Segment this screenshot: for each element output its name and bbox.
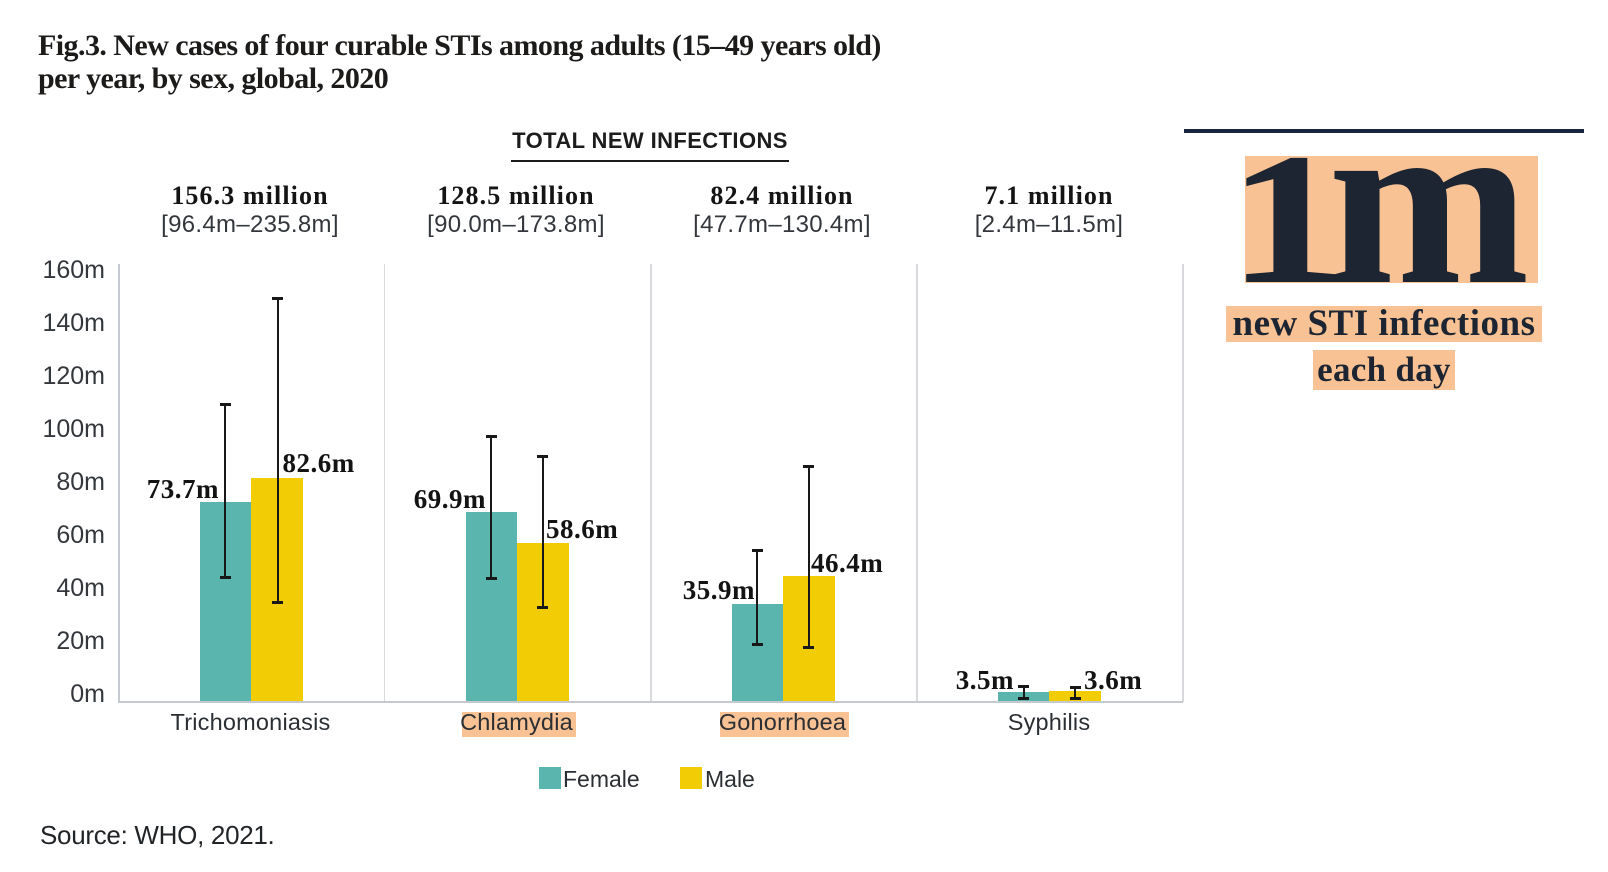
svg-text:1: 1 xyxy=(1227,140,1347,290)
svg-text:m: m xyxy=(1328,140,1530,290)
